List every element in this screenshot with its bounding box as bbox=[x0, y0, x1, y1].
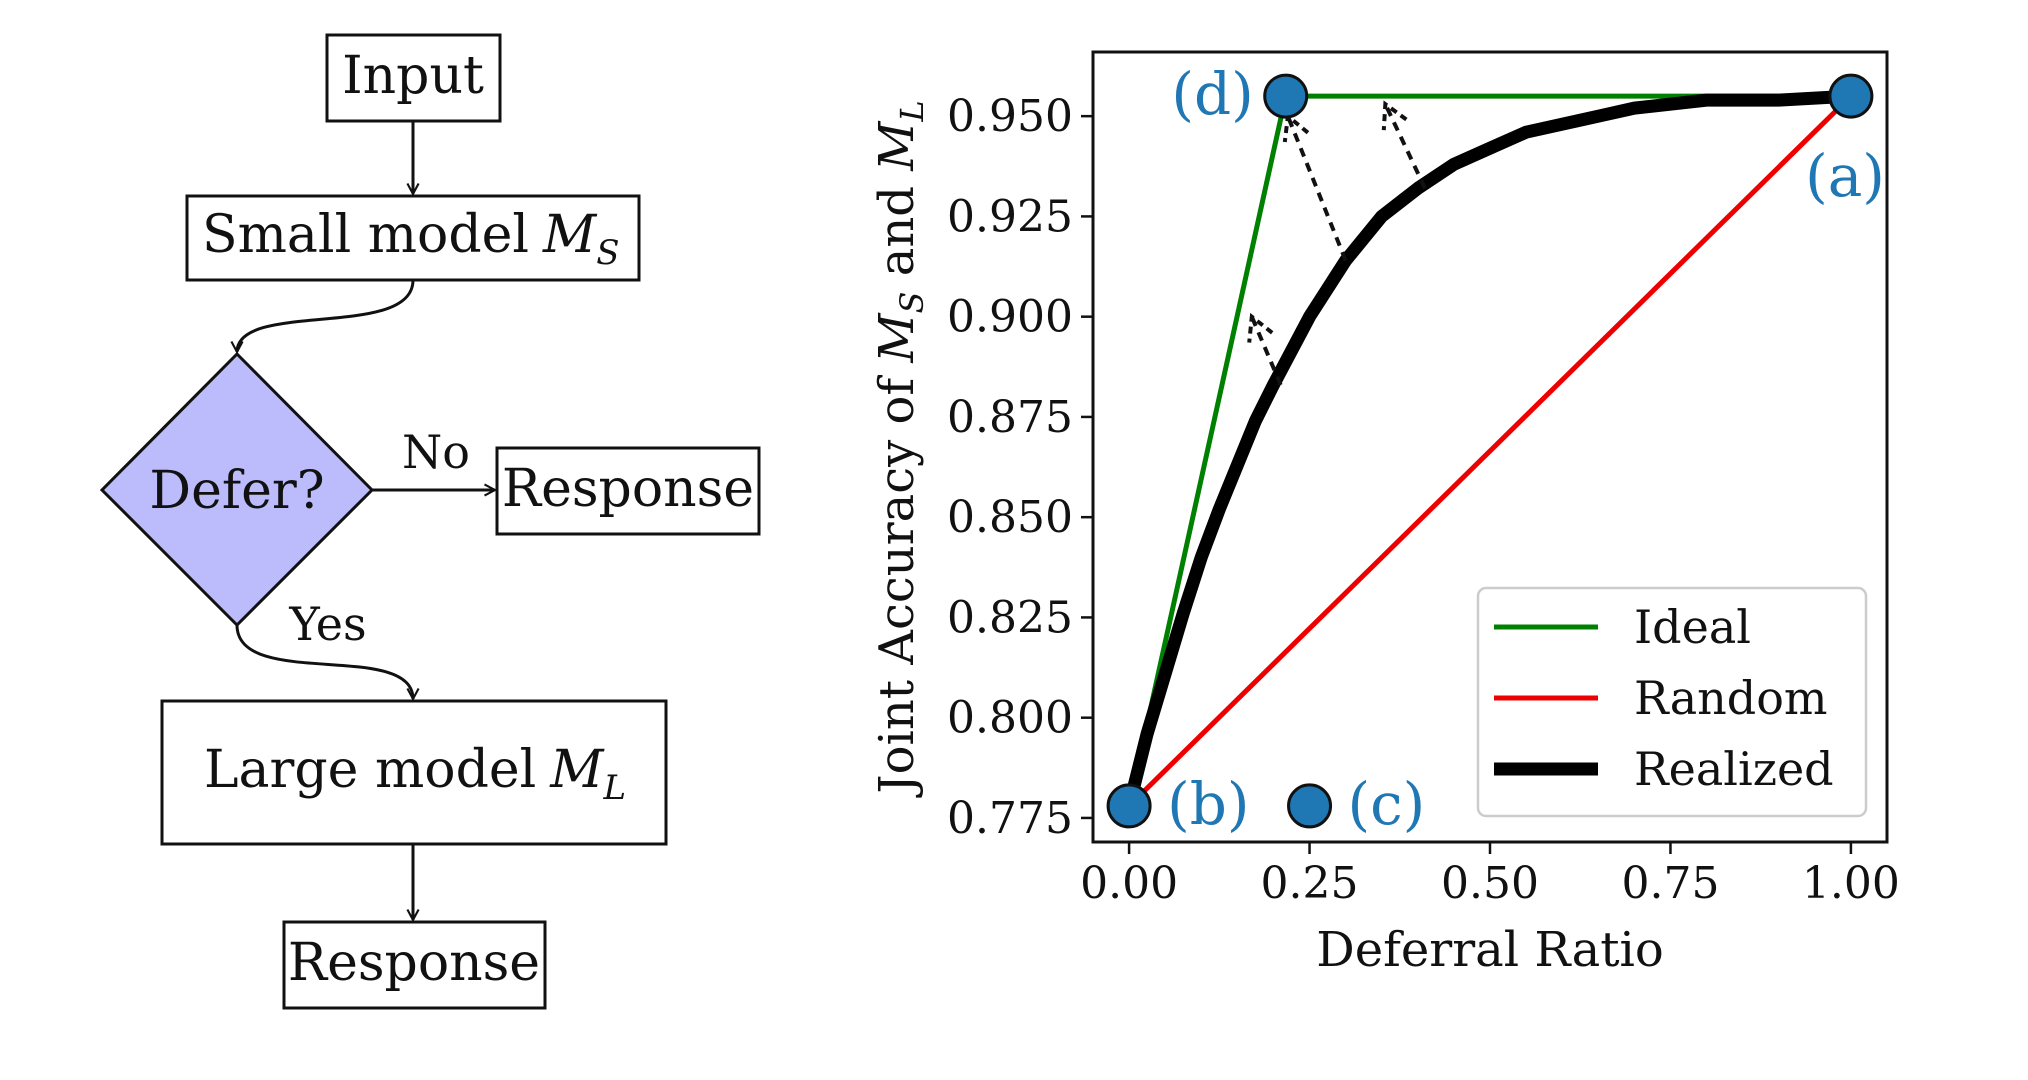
small-model-label: Small model MS bbox=[202, 205, 620, 273]
small-model-node: Small model MS bbox=[185, 194, 641, 282]
x-tick-label: 0.50 bbox=[1441, 858, 1539, 909]
y-tick-label: 0.875 bbox=[947, 392, 1073, 443]
x-axis-label: Deferral Ratio bbox=[1316, 922, 1664, 978]
improvement-arrow-shaft bbox=[1249, 315, 1283, 386]
response-no-label: Response bbox=[502, 459, 754, 519]
legend-label-realized: Realized bbox=[1634, 742, 1834, 796]
y-tick-label: 0.775 bbox=[947, 793, 1073, 844]
edge-no-label: No bbox=[402, 425, 470, 479]
input-label: Input bbox=[342, 46, 484, 106]
edge-small-to-decision bbox=[237, 279, 415, 352]
y-tick-label: 0.900 bbox=[947, 292, 1073, 343]
point-d bbox=[1263, 73, 1309, 119]
x-tick-label: 0.00 bbox=[1080, 858, 1178, 909]
decision-label: Defer? bbox=[149, 461, 324, 521]
point-a bbox=[1828, 73, 1874, 119]
legend-label-random: Random bbox=[1634, 671, 1828, 725]
highlight-points: (a) (b) (c) (d) bbox=[1106, 60, 1885, 838]
edge-decision-yes bbox=[235, 624, 413, 699]
point-b bbox=[1106, 783, 1152, 829]
response-final-label: Response bbox=[288, 933, 540, 993]
point-label-a: (a) bbox=[1805, 142, 1885, 210]
input-node: Input bbox=[325, 33, 502, 123]
y-axis-label: Joint Accuracy of MS and ML bbox=[869, 100, 931, 798]
improvement-arrow-head bbox=[1247, 312, 1274, 343]
point-label-b: (b) bbox=[1167, 770, 1249, 838]
response-no-node: Response bbox=[495, 446, 761, 536]
y-tick-label: 0.825 bbox=[947, 592, 1073, 643]
response-final-node: Response bbox=[282, 920, 547, 1010]
series-line-realized bbox=[1122, 89, 1858, 813]
y-axis: 0.775 0.800 0.825 0.850 0.875 0.900 0.925 0.950 bbox=[947, 91, 1093, 844]
edge-yes-label: Yes bbox=[288, 597, 366, 651]
x-axis: 0.00 0.25 0.50 0.75 1.00 bbox=[1080, 842, 1900, 909]
point-label-c: (c) bbox=[1348, 770, 1426, 838]
legend-items: Ideal Random Realized bbox=[1494, 600, 1834, 796]
y-tick-label: 0.850 bbox=[947, 492, 1073, 543]
large-model-label: Large model ML bbox=[204, 740, 626, 808]
defer-decision-node: Defer? bbox=[99, 351, 375, 628]
y-tick-label: 0.950 bbox=[947, 91, 1073, 142]
accuracy-chart: 0.00 0.25 0.50 0.75 1.00 0.775 0.800 0.825 0.85… bbox=[869, 50, 1900, 978]
large-model-node: Large model ML bbox=[160, 699, 668, 846]
x-tick-label: 1.00 bbox=[1802, 858, 1900, 909]
improvement-arrow-head bbox=[1381, 100, 1408, 131]
point-c bbox=[1287, 783, 1333, 829]
y-tick-label: 0.925 bbox=[947, 191, 1073, 242]
legend-label-ideal: Ideal bbox=[1634, 600, 1751, 654]
x-tick-label: 0.25 bbox=[1261, 858, 1359, 909]
legend: Ideal Random Realized bbox=[1476, 586, 1868, 818]
point-label-d: (d) bbox=[1171, 60, 1253, 128]
improvement-arrow-shaft bbox=[1286, 115, 1348, 262]
flowchart: Input Small model MS Defer? Response Larg… bbox=[99, 33, 761, 1010]
legend-box bbox=[1476, 586, 1868, 818]
x-tick-label: 0.75 bbox=[1621, 858, 1719, 909]
y-tick-label: 0.800 bbox=[947, 693, 1073, 744]
series-line-random bbox=[1126, 93, 1854, 809]
